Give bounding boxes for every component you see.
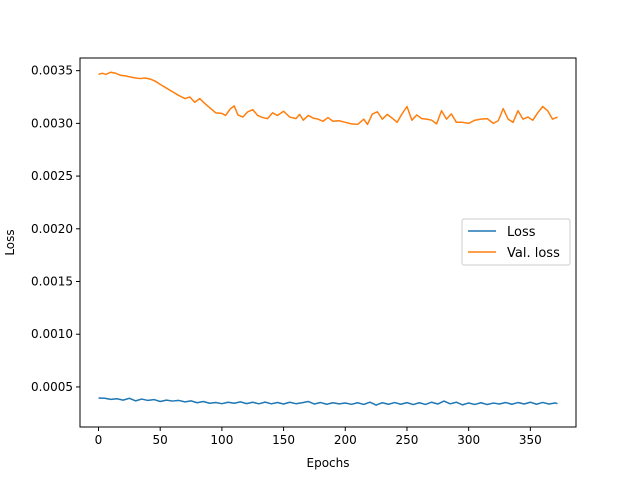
y-tick-label: 0.0030 (31, 116, 73, 130)
y-tick-label: 0.0005 (31, 380, 73, 394)
y-tick-label: 0.0015 (31, 275, 73, 289)
series-line-val-loss (98, 71, 558, 126)
legend-label-val-loss: Val. loss (507, 246, 560, 261)
x-tick-label: 0 (95, 433, 103, 447)
x-tick-label: 150 (272, 433, 295, 447)
x-tick-label: 350 (519, 433, 542, 447)
legend: Loss Val. loss (461, 218, 571, 266)
legend-label-loss: Loss (507, 225, 536, 240)
y-tick-label: 0.0020 (31, 222, 73, 236)
y-tick-label: 0.0035 (31, 64, 73, 78)
series-line-loss (98, 397, 558, 406)
x-tick-label: 200 (334, 433, 357, 447)
x-axis: 0 50 100 150 200 250 300 350 (95, 427, 542, 447)
y-tick-label: 0.0010 (31, 327, 73, 341)
series-layer (98, 71, 558, 406)
y-tick-label: 0.0025 (31, 169, 73, 183)
plot-frame (79, 57, 577, 428)
y-axis: 0.0005 0.0010 0.0015 0.0020 0.0025 0.0030 0.00… (31, 64, 80, 394)
x-axis-label: Epochs (307, 456, 350, 470)
y-axis-label: Loss (3, 229, 17, 255)
x-tick-label: 100 (210, 433, 233, 447)
x-tick-label: 250 (396, 433, 419, 447)
x-tick-label: 50 (153, 433, 168, 447)
x-tick-label: 300 (457, 433, 480, 447)
